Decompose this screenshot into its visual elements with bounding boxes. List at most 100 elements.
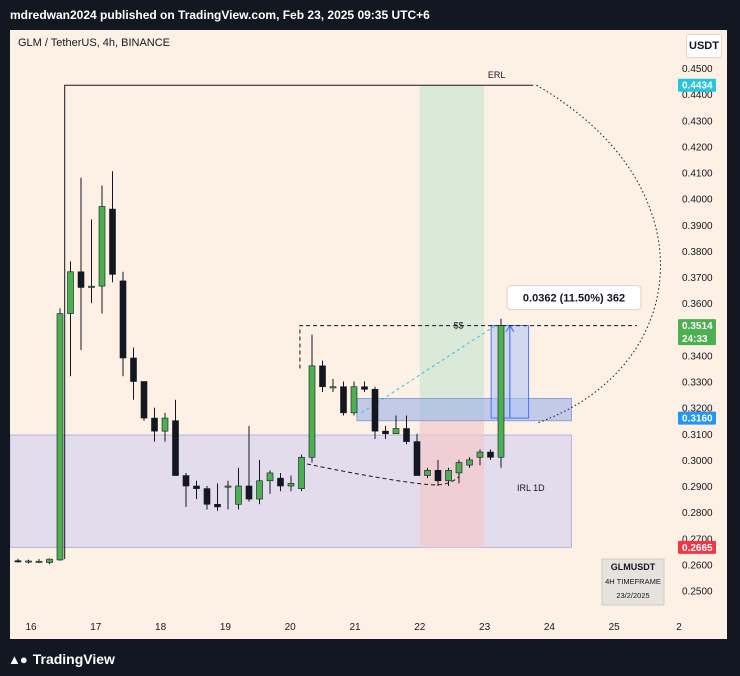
candle — [56, 308, 64, 561]
candle-body — [235, 485, 242, 505]
candle — [413, 433, 421, 476]
candle-body — [203, 488, 211, 505]
candle-body — [298, 456, 305, 489]
candle-body — [140, 381, 148, 419]
candle-body — [119, 280, 127, 359]
y-tick-label: 0.4400 — [682, 90, 713, 101]
candle-body — [224, 485, 232, 488]
candle-body — [445, 470, 452, 482]
candle — [130, 347, 137, 400]
candle-body — [256, 480, 263, 500]
candle — [119, 271, 127, 377]
price-label-text: 0.2665 — [682, 543, 713, 554]
price-label-text: 0.4434 — [682, 81, 713, 92]
y-tick-label: 0.2600 — [682, 560, 713, 571]
candle-body — [56, 313, 64, 561]
candle — [35, 559, 43, 564]
irl-label: IRL 1D — [517, 483, 545, 493]
candle-body — [172, 420, 179, 476]
y-tick-label: 0.3700 — [682, 273, 713, 284]
watermark-label: TradingView — [32, 651, 115, 667]
erl-line — [64, 84, 534, 560]
measure-tooltip-text: 0.0362 (11.50%) 362 — [523, 293, 625, 305]
x-tick-label: 16 — [25, 622, 37, 633]
tradingview-watermark[interactable]: ▲● TradingView — [8, 644, 115, 674]
candle — [434, 459, 442, 486]
candle — [308, 334, 316, 463]
candle — [277, 472, 284, 492]
x-tick-label: 22 — [414, 622, 426, 633]
candle — [329, 378, 337, 392]
chart-panel[interactable]: 0.4500 0.4400 0.4300 0.4200 0.4100 0.4000 0.39… — [10, 30, 727, 639]
candle — [487, 449, 494, 460]
projection-line — [361, 325, 496, 414]
candle-body — [98, 206, 106, 287]
liquidity-label: $$ — [453, 321, 463, 331]
pair-info-box — [601, 558, 665, 606]
candle-body — [340, 386, 347, 414]
y-tick-label: 0.3000 — [682, 456, 713, 467]
candle-body — [161, 417, 169, 432]
y-tick-label: 0.4100 — [682, 169, 713, 180]
candle — [172, 399, 179, 476]
price-label-box — [678, 78, 716, 92]
candle — [182, 472, 190, 507]
candle — [424, 467, 431, 479]
candle — [266, 470, 274, 494]
candle — [77, 177, 85, 351]
price-label-text: 0.3514 — [682, 321, 713, 332]
candle-body — [466, 459, 473, 466]
candle — [350, 381, 358, 416]
candle-body — [424, 470, 431, 476]
candle — [497, 318, 505, 468]
entry-zone — [356, 397, 572, 422]
candle — [403, 415, 410, 445]
y-tick-label: 0.2500 — [682, 587, 713, 598]
target-zone — [419, 85, 484, 419]
pair-info-line: 4H TIMEFRAME — [605, 577, 661, 586]
candle-body — [487, 451, 494, 458]
candle-body — [214, 503, 221, 508]
candle — [445, 467, 452, 486]
y-tick-label: 0.3200 — [682, 404, 713, 415]
candle-body — [67, 271, 74, 314]
candle — [109, 171, 116, 283]
candle — [476, 449, 484, 466]
candle-body — [245, 485, 253, 500]
price-label-sub: 24:33 — [682, 334, 708, 345]
y-tick-label: 0.3800 — [682, 247, 713, 258]
candle-body — [193, 485, 200, 489]
publisher-header: mdredwan2024 published on TradingView.co… — [10, 8, 430, 22]
x-tick-label: 24 — [544, 622, 556, 633]
y-tick-label: 0.3900 — [682, 221, 713, 232]
candle — [140, 381, 148, 421]
candle — [371, 386, 379, 439]
x-tick-label: 25 — [609, 622, 621, 633]
chart-canvas[interactable]: 0.4500 0.4400 0.4300 0.4200 0.4100 0.4000 0.39… — [10, 30, 727, 639]
candle-body — [413, 441, 421, 476]
candle-body — [455, 462, 463, 474]
x-tick-label: 19 — [220, 622, 232, 633]
candle — [224, 480, 232, 510]
candle-body — [109, 208, 116, 275]
candle — [382, 425, 389, 439]
price-label-text: 0.3160 — [682, 414, 713, 425]
candle-body — [151, 417, 158, 432]
candle-body — [35, 560, 43, 563]
y-tick-label: 0.3100 — [682, 430, 713, 441]
dotted-arc — [536, 84, 661, 424]
candle-body — [266, 472, 274, 482]
price-label-box — [678, 540, 716, 554]
y-tick-label: 0.3600 — [682, 299, 713, 310]
candle — [319, 360, 326, 392]
measure-tooltip — [506, 285, 642, 311]
candle-body — [434, 470, 442, 482]
candle — [235, 467, 242, 510]
candle-body — [319, 365, 326, 388]
candle-body — [287, 483, 295, 487]
y-tick-label: 0.2900 — [682, 482, 713, 493]
candle — [466, 457, 473, 468]
y-tick-label: 0.4000 — [682, 195, 713, 206]
candle-body — [371, 389, 379, 432]
currency-button[interactable]: USDT — [686, 34, 722, 58]
